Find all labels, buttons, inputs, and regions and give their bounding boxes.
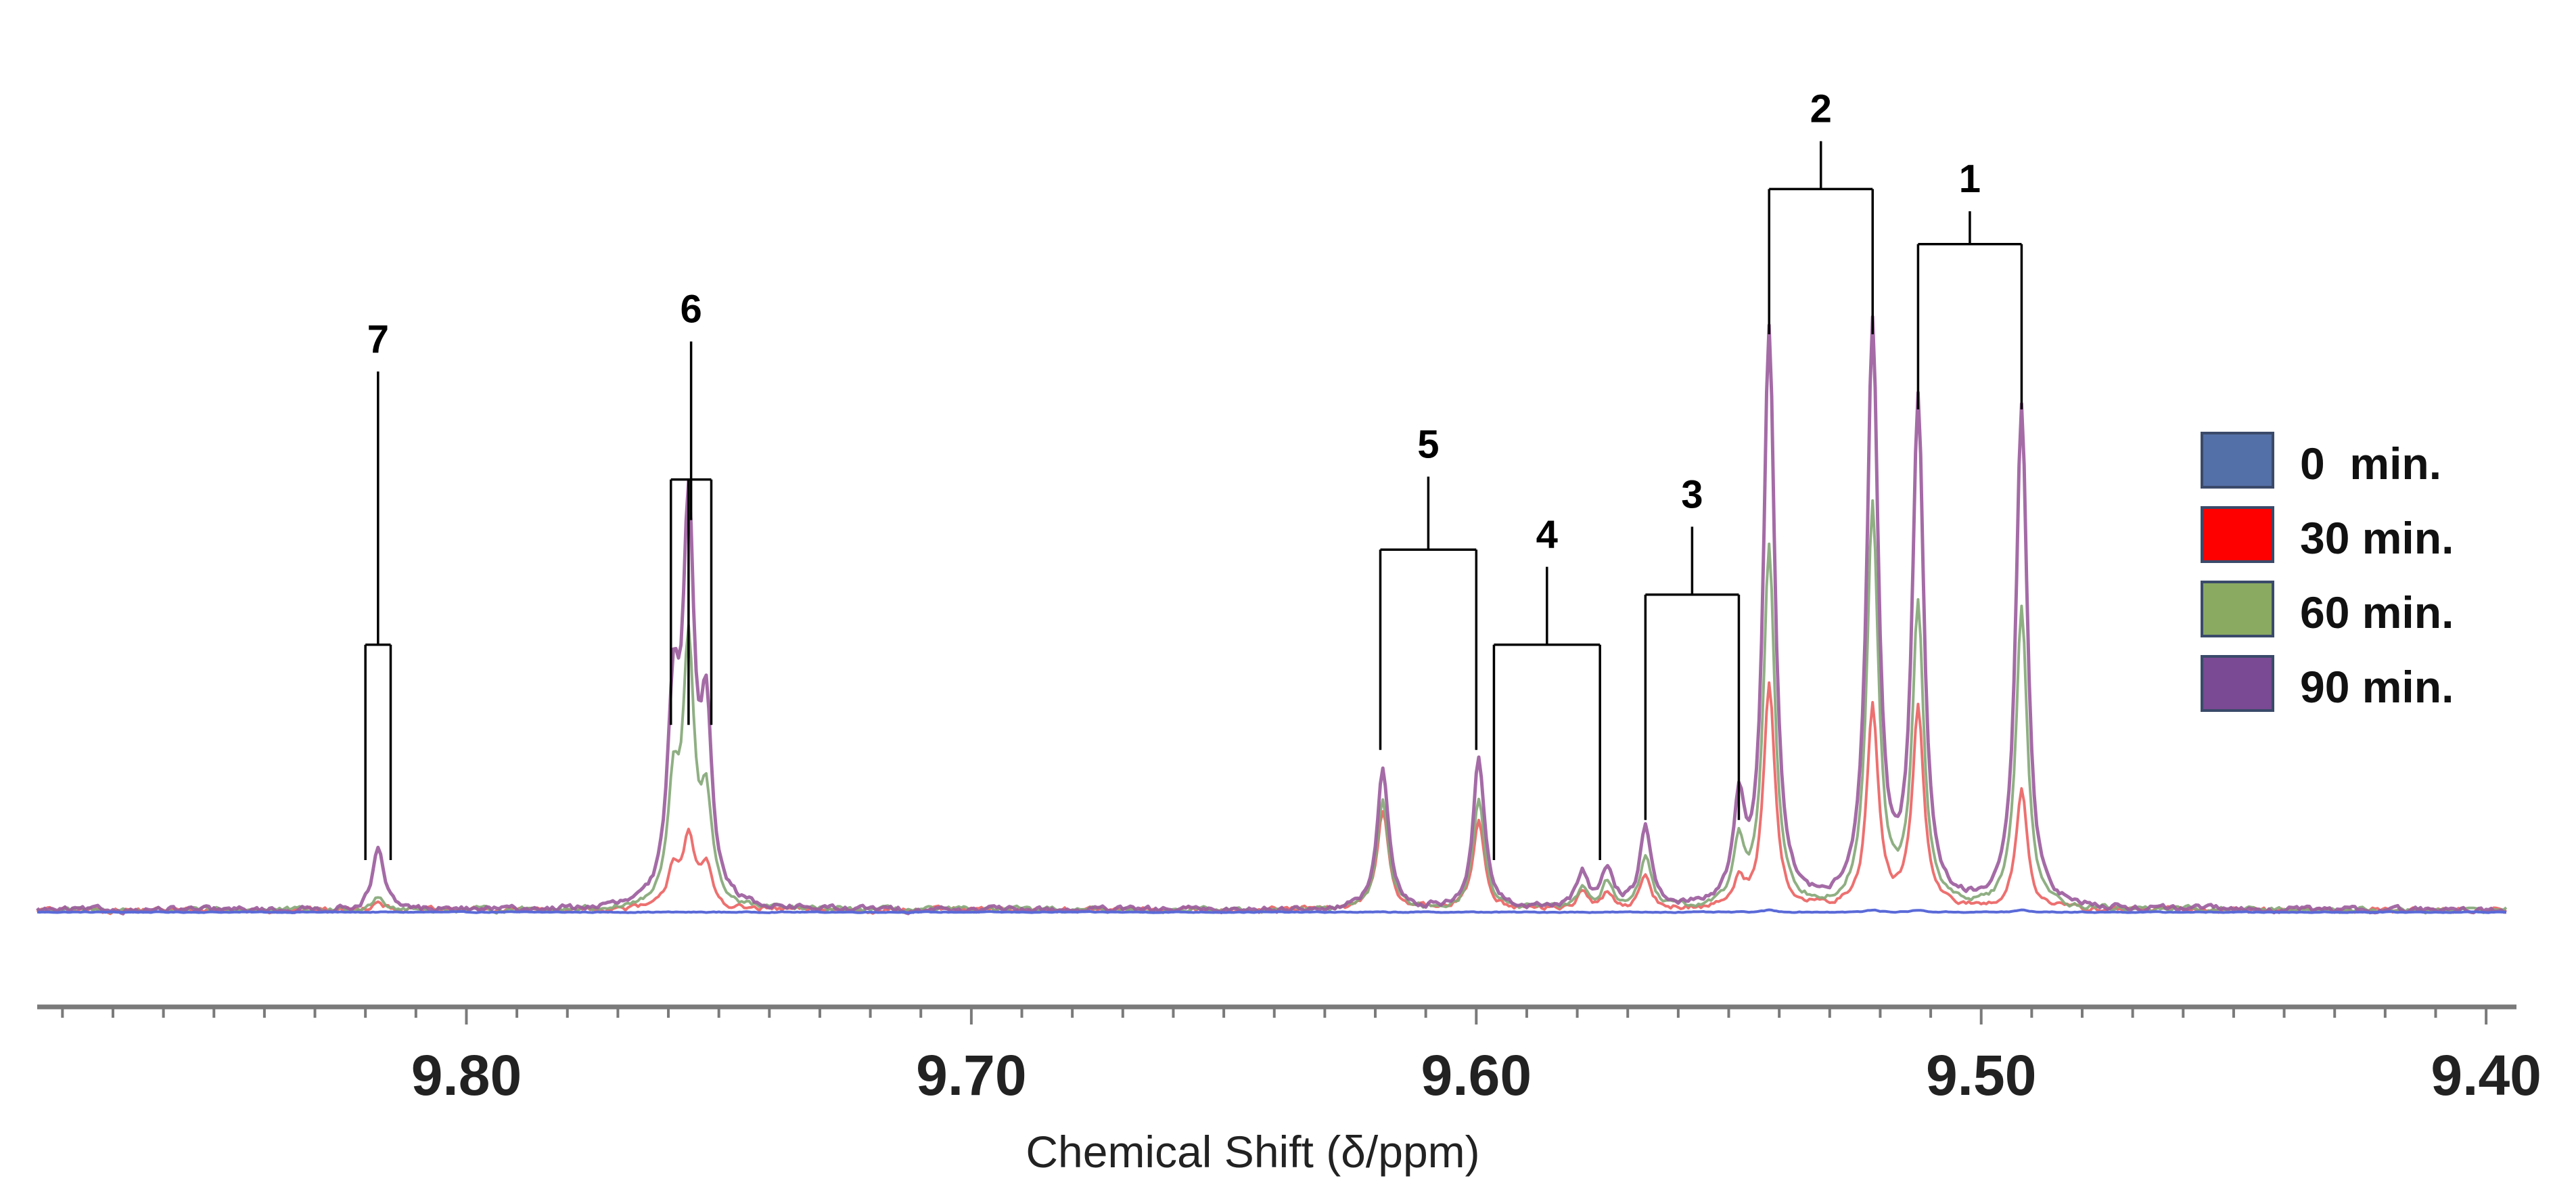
annotation-label: 5 [1417, 422, 1439, 466]
legend-item: 90 min. [2201, 655, 2454, 712]
annotation-label: 2 [1810, 87, 1832, 131]
annotation-label: 7 [367, 317, 389, 361]
legend: 0 min. 30 min. 60 min. 90 min. [2201, 432, 2454, 712]
annotation-label: 4 [1536, 513, 1558, 557]
x-tick-label: 9.60 [1421, 1043, 1532, 1107]
legend-item: 60 min. [2201, 581, 2454, 637]
peak-annotation-1: 1 [1916, 157, 2023, 409]
peak-annotation-2: 2 [1768, 87, 1874, 334]
peak-annotation-4: 4 [1492, 513, 1601, 860]
legend-swatch [2201, 506, 2274, 563]
trace-0-min [37, 908, 2507, 914]
peak-annotation-6: 6 [670, 288, 713, 725]
legend-swatch [2201, 655, 2274, 712]
annotations-group: 1 2 3 4 5 6 7 [364, 87, 2023, 860]
traces-group [36, 315, 2508, 916]
legend-label: 90 min. [2300, 662, 2454, 712]
x-tick-label: 9.50 [1926, 1043, 2037, 1107]
x-tick-label: 9.40 [2431, 1043, 2542, 1107]
legend-swatch [2201, 432, 2274, 489]
annotation-label: 1 [1959, 157, 1981, 201]
legend-label: 0 min. [2300, 438, 2441, 489]
legend-item: 0 min. [2201, 432, 2441, 489]
peak-annotation-3: 3 [1644, 472, 1741, 820]
x-axis-title: Chemical Shift (δ/ppm) [1026, 1127, 1479, 1177]
trace-60-min [37, 499, 2508, 915]
peak-annotation-5: 5 [1379, 422, 1478, 750]
peak-annotation-7: 7 [364, 317, 392, 860]
annotation-label: 6 [680, 288, 702, 332]
trace-30-min [36, 681, 2508, 916]
x-tick-label: 9.70 [916, 1043, 1027, 1107]
legend-label: 30 min. [2300, 513, 2454, 563]
legend-item: 30 min. [2201, 506, 2454, 563]
x-axis: Chemical Shift (δ/ppm) 9.80 9.70 9.60 9.50 9… [37, 1004, 2542, 1177]
annotation-label: 3 [1681, 472, 1703, 516]
x-tick-label: 9.80 [411, 1043, 522, 1107]
legend-label: 60 min. [2300, 587, 2454, 637]
legend-swatch [2201, 581, 2274, 637]
trace-90-min [36, 315, 2506, 916]
